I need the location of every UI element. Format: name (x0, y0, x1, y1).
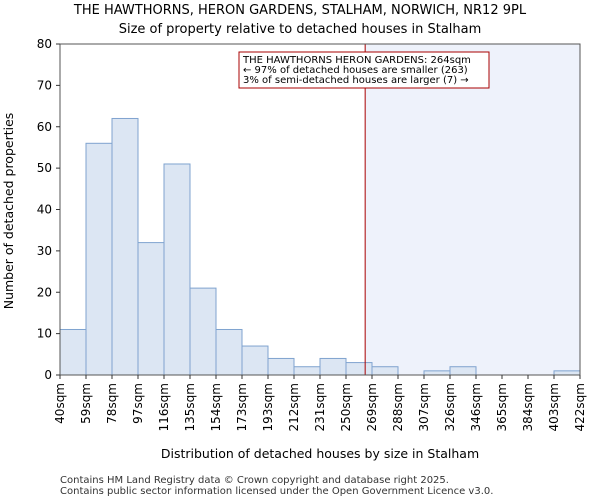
annotation-line-2: ← 97% of detached houses are smaller (26… (243, 65, 468, 76)
bar-78sqm (111, 117, 139, 376)
footer-line-1: Contains HM Land Registry data © Crown c… (60, 475, 449, 486)
bar-group (59, 117, 581, 376)
bar-173sqm (241, 345, 269, 376)
x-tick-label: 40sqm (53, 383, 67, 424)
bar-403sqm (553, 370, 581, 376)
bar-307sqm (423, 370, 451, 376)
bar-269sqm (371, 366, 399, 376)
x-tick-label: 346sqm (469, 383, 483, 431)
x-tick-label: 212sqm (287, 383, 301, 431)
bar-326sqm (449, 366, 477, 376)
bar-59sqm (85, 142, 113, 376)
annotation-line-1: THE HAWTHORNS HERON GARDENS: 264sqm (242, 55, 471, 66)
bar-40sqm (59, 328, 87, 376)
x-tick-label: 422sqm (573, 383, 587, 431)
y-tick-label: 40 (37, 203, 52, 217)
bar-154sqm (215, 328, 243, 376)
y-tick-label: 70 (37, 78, 52, 92)
bar-250sqm (345, 362, 373, 376)
bar-135sqm (189, 287, 217, 376)
x-tick-label: 307sqm (417, 383, 431, 431)
x-tick-label: 116sqm (157, 383, 171, 431)
annotation-box (238, 51, 490, 89)
x-tick-label: 288sqm (391, 383, 405, 431)
chart-title: THE HAWTHORNS, HERON GARDENS, STALHAM, N… (73, 3, 527, 18)
annotation-line-3: 3% of semi-detached houses are larger (7… (243, 75, 469, 86)
y-tick-label: 0 (44, 368, 52, 382)
x-tick-label: 193sqm (261, 383, 275, 431)
x-tick-label: 269sqm (365, 383, 379, 431)
y-tick-label: 20 (37, 285, 52, 299)
y-axis: 0 10 20 30 40 50 60 70 80 (37, 37, 60, 382)
bar-231sqm (319, 357, 347, 376)
y-tick-label: 50 (37, 161, 52, 175)
bar-212sqm (293, 366, 321, 376)
x-tick-label: 154sqm (209, 383, 223, 431)
chart-subtitle: Size of property relative to detached ho… (119, 22, 482, 37)
x-tick-label: 231sqm (313, 383, 327, 431)
x-tick-label: 403sqm (547, 383, 561, 431)
y-axis-label: Number of detached properties (1, 113, 16, 310)
y-tick-label: 30 (37, 244, 52, 258)
x-tick-label: 250sqm (339, 383, 353, 431)
x-tick-label: 365sqm (495, 383, 509, 431)
highlight-region (365, 44, 580, 375)
x-tick-label: 173sqm (235, 383, 249, 431)
x-tick-label: 78sqm (105, 383, 119, 424)
x-axis: 40sqm 59sqm 78sqm 97sqm 116sqm 135sqm 154sqm 17… (53, 375, 587, 431)
x-tick-label: 326sqm (443, 383, 457, 431)
y-tick-label: 10 (37, 327, 52, 341)
bar-97sqm (137, 242, 165, 376)
bar-193sqm (267, 357, 295, 376)
footer-line-2: Contains public sector information licen… (60, 486, 493, 497)
y-tick-label: 60 (37, 120, 52, 134)
bar-116sqm (163, 163, 191, 376)
x-tick-label: 97sqm (131, 383, 145, 424)
x-tick-label: 384sqm (521, 383, 535, 431)
x-tick-label: 135sqm (183, 383, 197, 431)
y-tick-label: 80 (37, 37, 52, 51)
x-tick-label: 59sqm (79, 383, 93, 424)
x-axis-label: Distribution of detached houses by size … (161, 446, 479, 461)
